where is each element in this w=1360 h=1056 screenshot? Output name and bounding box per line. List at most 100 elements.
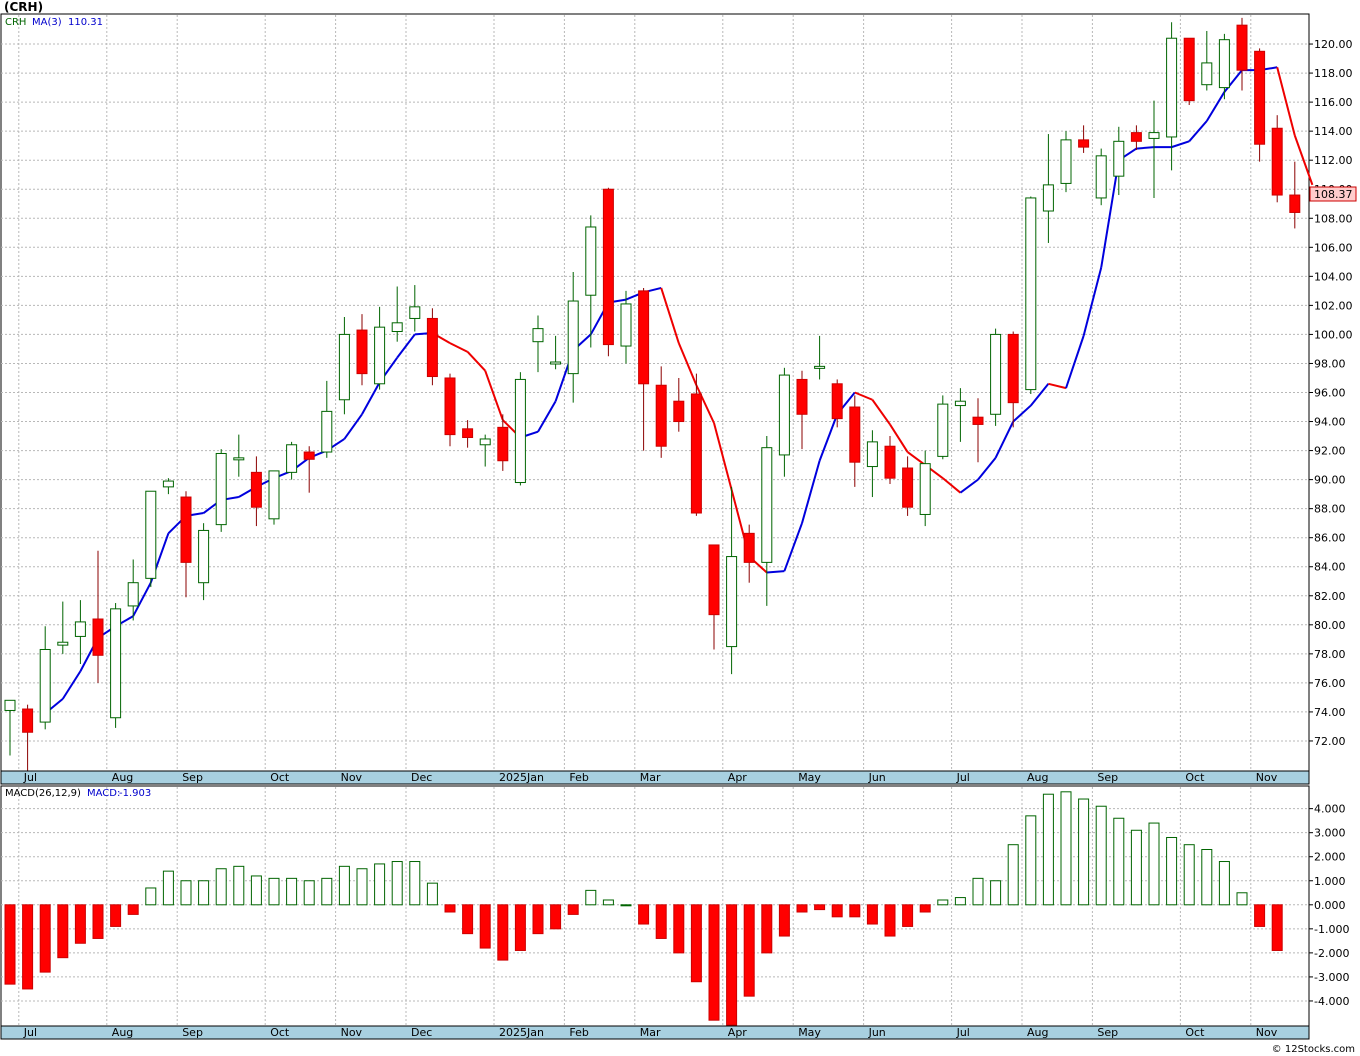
candle-body xyxy=(1166,37,1178,138)
macd-bar xyxy=(462,904,474,935)
candle xyxy=(356,314,368,386)
macd-bar xyxy=(4,904,16,985)
candle-body xyxy=(1025,197,1037,391)
candle-body xyxy=(778,374,790,456)
candle-body xyxy=(303,451,315,460)
price-xtick-label: 2025Jan xyxy=(499,771,544,784)
candle-body xyxy=(831,383,843,420)
candle-body xyxy=(937,403,949,457)
candle xyxy=(567,271,579,403)
candle xyxy=(1289,161,1301,229)
candle xyxy=(180,491,192,598)
macd-bar xyxy=(726,904,738,1026)
candle xyxy=(303,446,315,493)
ma3-segment xyxy=(713,422,733,491)
price-ytick-label: 72.00 xyxy=(1314,735,1346,748)
candle xyxy=(866,430,878,498)
price-xtick-label: Jul xyxy=(956,771,970,784)
candle xyxy=(215,449,227,532)
macd-bar xyxy=(655,904,667,939)
candle-body xyxy=(1060,139,1072,184)
candle-body xyxy=(338,333,350,401)
candle-body xyxy=(532,328,544,343)
legend-macd-value: -1.903 xyxy=(119,788,151,799)
candle-body xyxy=(726,556,738,648)
candle xyxy=(74,600,86,665)
candle-body xyxy=(1130,132,1142,142)
macd-bar xyxy=(550,904,562,930)
candle xyxy=(321,380,333,458)
macd-bar xyxy=(198,880,210,906)
macd-bar xyxy=(1166,836,1178,906)
macd-x-axis-band xyxy=(0,1025,1310,1040)
price-x-axis-band xyxy=(0,770,1310,785)
macd-bar xyxy=(937,899,949,906)
candle xyxy=(514,372,526,486)
candle-body xyxy=(620,303,632,347)
candle-body xyxy=(162,480,174,488)
ma3-segment xyxy=(1012,404,1032,423)
ma3-segment xyxy=(396,333,416,359)
macd-bar xyxy=(1130,829,1142,906)
candle xyxy=(4,699,16,756)
candle-body xyxy=(990,333,1002,415)
candle-body xyxy=(550,361,562,365)
candle xyxy=(338,317,350,415)
macd-bar xyxy=(356,868,368,906)
macd-bar xyxy=(585,889,597,906)
macd-bar xyxy=(972,877,984,906)
candle-body xyxy=(514,378,526,484)
ma3-segment xyxy=(766,570,785,574)
ma3-segment xyxy=(854,391,873,401)
macd-bar xyxy=(673,904,685,954)
candle xyxy=(1095,148,1107,206)
price-ytick-label: 120.00 xyxy=(1314,38,1353,51)
candle-body xyxy=(673,400,685,423)
candle-body xyxy=(57,641,69,646)
price-xtick-label: Nov xyxy=(1256,771,1278,784)
candle-body xyxy=(74,621,86,637)
macd-xtick-label: Apr xyxy=(728,1026,748,1039)
candle xyxy=(849,395,861,487)
candle-body xyxy=(1289,194,1301,213)
candle-body xyxy=(1078,139,1090,148)
candle-body xyxy=(250,471,262,508)
candle xyxy=(250,456,262,527)
candle-body xyxy=(919,463,931,515)
candle-body xyxy=(391,322,403,333)
candle xyxy=(127,559,139,621)
last-price-badge: 108.37 xyxy=(1309,186,1357,202)
candle xyxy=(1042,134,1054,243)
price-ytick-label: 100.00 xyxy=(1314,328,1353,341)
macd-xtick-label: Aug xyxy=(1027,1026,1048,1039)
price-xtick-label: Aug xyxy=(1027,771,1048,784)
price-xtick-label: Oct xyxy=(270,771,290,784)
ma3-segment xyxy=(1065,335,1085,389)
ma3-segment xyxy=(1030,383,1050,407)
candle xyxy=(919,450,931,527)
macd-bar xyxy=(338,865,350,906)
candle xyxy=(444,373,456,447)
macd-bar xyxy=(831,904,843,918)
candle xyxy=(1130,125,1142,151)
macd-bar xyxy=(1183,844,1195,906)
candle xyxy=(655,366,667,458)
price-xtick-label: Feb xyxy=(569,771,588,784)
legend-ma-value: 110.31 xyxy=(68,17,103,28)
macd-bar xyxy=(1042,793,1054,906)
candle xyxy=(690,373,702,516)
macd-bar xyxy=(57,904,69,959)
candle xyxy=(954,388,966,442)
price-ytick-label: 112.00 xyxy=(1314,154,1353,167)
candle xyxy=(1007,331,1019,428)
price-xtick-label: Dec xyxy=(411,771,432,784)
price-ytick-label: 102.00 xyxy=(1314,299,1353,312)
macd-bar xyxy=(22,904,34,990)
candle-body xyxy=(690,393,702,514)
macd-bar xyxy=(778,904,790,937)
price-ytick-label: 114.00 xyxy=(1314,125,1353,138)
price-ytick-label: 84.00 xyxy=(1314,561,1346,574)
macd-bar xyxy=(1095,805,1107,906)
candle-body xyxy=(39,648,51,723)
macd-bar xyxy=(250,875,262,906)
